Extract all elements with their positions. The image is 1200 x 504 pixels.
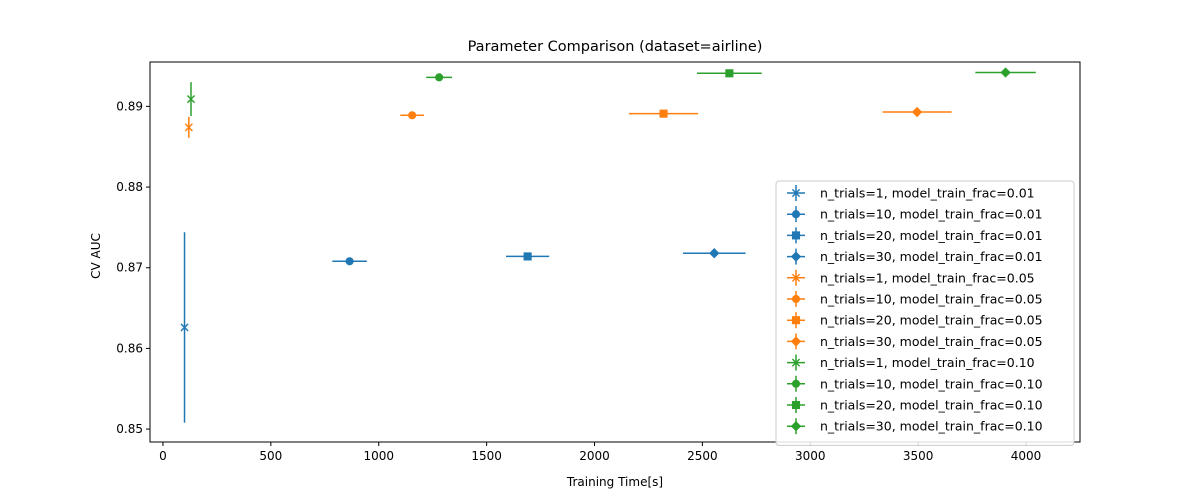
legend-marker xyxy=(790,251,802,262)
data-point xyxy=(709,248,720,259)
data-point xyxy=(1000,67,1011,78)
series-1 xyxy=(180,232,189,423)
legend-marker xyxy=(791,316,801,325)
legend-label: n_trials=10, model_train_frac=0.05 xyxy=(820,292,1043,307)
data-point xyxy=(911,106,923,118)
legend-marker xyxy=(791,379,801,388)
y-tick-label: 0.87 xyxy=(116,261,143,275)
y-tick-label: 0.89 xyxy=(116,99,143,113)
data-point xyxy=(345,257,354,266)
legend-marker xyxy=(791,188,801,198)
legend-label: n_trials=10, model_train_frac=0.10 xyxy=(820,376,1043,391)
data-point xyxy=(184,123,193,132)
legend-label: n_trials=20, model_train_frac=0.01 xyxy=(820,228,1043,243)
series-7 xyxy=(629,109,699,118)
x-axis-label: Training Time[s] xyxy=(566,475,663,489)
legend-item-12: n_trials=30, model_train_frac=0.10 xyxy=(787,418,1043,435)
plot-frame xyxy=(149,61,1081,443)
data-point xyxy=(180,323,189,332)
y-tick-label: 0.86 xyxy=(116,341,143,355)
x-tick-label: 2000 xyxy=(579,449,610,463)
legend: n_trials=1, model_train_frac=0.01 n_trial… xyxy=(775,180,1075,446)
x-tick-label: 0 xyxy=(159,449,167,463)
legend-marker xyxy=(791,273,801,282)
y-axis-label: CV AUC xyxy=(89,233,103,279)
legend-label: n_trials=20, model_train_frac=0.05 xyxy=(820,313,1043,328)
legend-label: n_trials=10, model_train_frac=0.01 xyxy=(820,207,1043,222)
series-9 xyxy=(186,82,196,117)
legend-item-3: n_trials=20, model_train_frac=0.01 xyxy=(787,227,1043,244)
series-4 xyxy=(682,248,746,259)
data-point xyxy=(725,69,734,78)
legend-item-7: n_trials=20, model_train_frac=0.05 xyxy=(787,312,1043,329)
series-12 xyxy=(975,67,1036,78)
legend-item-1: n_trials=1, model_train_frac=0.01 xyxy=(787,185,1035,201)
data-point xyxy=(408,111,417,120)
series-11 xyxy=(696,69,762,78)
legend-item-11: n_trials=20, model_train_frac=0.10 xyxy=(787,397,1043,413)
legend-label: n_trials=1, model_train_frac=0.01 xyxy=(820,186,1035,201)
series-6 xyxy=(400,111,425,120)
x-axis: 0 500 1000 1500 2000 2500 3000 3500 4000 xyxy=(159,442,1041,463)
chart-title: Parameter Comparison (dataset=airline) xyxy=(468,39,763,55)
data-point xyxy=(659,109,668,118)
legend-item-10: n_trials=10, model_train_frac=0.10 xyxy=(787,375,1043,392)
legend-label: n_trials=1, model_train_frac=0.10 xyxy=(820,355,1035,370)
y-tick-label: 0.85 xyxy=(116,422,143,436)
data-point xyxy=(523,252,532,261)
data-marks xyxy=(180,67,1036,423)
legend-label: n_trials=30, model_train_frac=0.05 xyxy=(820,334,1043,349)
data-point xyxy=(186,95,196,104)
x-tick-label: 1500 xyxy=(471,449,502,463)
plot-area xyxy=(149,61,1081,443)
y-tick-label: 0.88 xyxy=(116,180,143,194)
data-point xyxy=(435,73,444,82)
y-axis: 0.85 0.86 0.87 0.88 0.89 xyxy=(116,99,150,436)
x-tick-label: 1000 xyxy=(363,449,394,463)
series-5 xyxy=(184,116,193,138)
x-tick-label: 3000 xyxy=(795,449,826,463)
series-10 xyxy=(426,73,453,82)
legend-marker xyxy=(791,231,801,240)
legend-item-9: n_trials=1, model_train_frac=0.10 xyxy=(787,354,1035,371)
legend-marker xyxy=(790,421,802,432)
legend-label: n_trials=30, model_train_frac=0.10 xyxy=(820,419,1043,434)
legend-label: n_trials=1, model_train_frac=0.05 xyxy=(820,270,1035,285)
legend-item-2: n_trials=10, model_train_frac=0.01 xyxy=(787,206,1043,223)
series-8 xyxy=(882,106,952,118)
legend-item-8: n_trials=30, model_train_frac=0.05 xyxy=(787,333,1043,350)
series-2 xyxy=(332,257,367,266)
x-tick-label: 2500 xyxy=(687,449,718,463)
legend-marker xyxy=(790,336,802,347)
legend-marker xyxy=(791,358,801,367)
x-tick-label: 4000 xyxy=(1011,449,1042,463)
x-tick-label: 500 xyxy=(259,449,282,463)
legend-marker xyxy=(791,400,801,410)
x-tick-label: 3500 xyxy=(903,449,934,463)
legend-item-4: n_trials=30, model_train_frac=0.01 xyxy=(787,248,1043,265)
series-3 xyxy=(506,252,550,261)
legend-label: n_trials=20, model_train_frac=0.10 xyxy=(820,398,1043,413)
legend-marker xyxy=(791,210,801,219)
legend-box xyxy=(775,180,1075,446)
legend-label: n_trials=30, model_train_frac=0.01 xyxy=(820,249,1043,264)
legend-item-5: n_trials=1, model_train_frac=0.05 xyxy=(787,269,1035,286)
legend-item-6: n_trials=10, model_train_frac=0.05 xyxy=(787,291,1043,307)
legend-marker xyxy=(791,294,801,304)
